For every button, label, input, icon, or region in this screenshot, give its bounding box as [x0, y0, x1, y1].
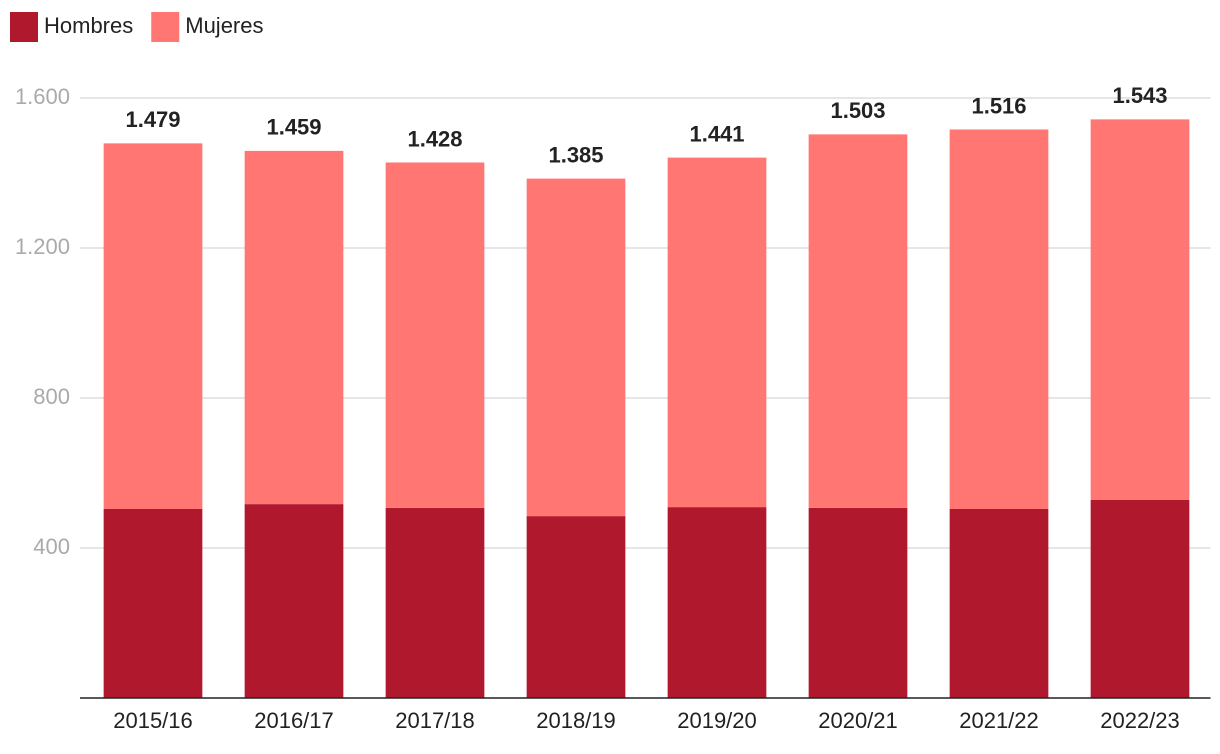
- bar-segment: [244, 504, 344, 698]
- legend-swatch: [10, 12, 38, 42]
- y-tick-label: 400: [33, 534, 70, 559]
- legend-swatch: [151, 12, 180, 42]
- total-label: 1.459: [266, 115, 321, 140]
- bar-segment: [385, 507, 485, 698]
- x-tick-label: 2021/22: [959, 708, 1039, 733]
- total-label: 1.516: [971, 93, 1026, 118]
- total-label: 1.428: [407, 126, 462, 151]
- bar-segment: [949, 129, 1049, 509]
- bar-segment: [1090, 500, 1190, 698]
- bar-segment: [103, 509, 203, 698]
- total-label: 1.479: [125, 107, 180, 132]
- x-tick-label: 2017/18: [395, 708, 475, 733]
- bar-segment: [667, 507, 767, 698]
- y-tick-label: 1.600: [15, 84, 70, 109]
- bar-segment: [808, 134, 908, 508]
- total-label: 1.385: [548, 142, 603, 167]
- total-label: 1.543: [1112, 83, 1167, 108]
- x-tick-label: 2018/19: [536, 708, 616, 733]
- bar-segment: [385, 162, 485, 508]
- bar-segment: [103, 143, 203, 509]
- x-tick-label: 2022/23: [1100, 708, 1180, 733]
- y-tick-label: 800: [33, 384, 70, 409]
- x-tick-label: 2020/21: [818, 708, 898, 733]
- legend-label: Mujeres: [185, 13, 263, 38]
- bar-segment: [667, 157, 767, 508]
- bar-segment: [244, 150, 344, 505]
- x-tick-label: 2019/20: [677, 708, 757, 733]
- bar-segment: [949, 509, 1049, 698]
- bar-segment: [526, 178, 626, 517]
- x-tick-label: 2016/17: [254, 708, 334, 733]
- y-tick-label: 1.200: [15, 234, 70, 259]
- bar-segment: [526, 516, 626, 698]
- total-label: 1.441: [689, 121, 744, 146]
- x-tick-label: 2015/16: [113, 708, 193, 733]
- total-label: 1.503: [830, 98, 885, 123]
- bar-segment: [808, 507, 908, 698]
- legend-label: Hombres: [44, 13, 133, 38]
- bar-segment: [1090, 119, 1190, 500]
